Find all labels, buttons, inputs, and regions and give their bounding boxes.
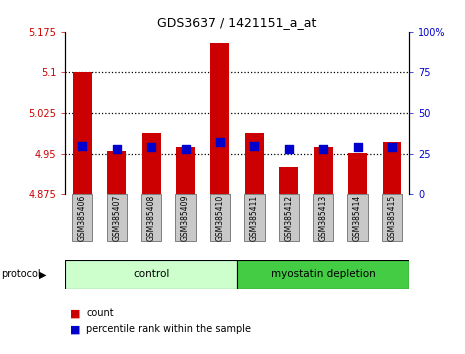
Point	[113, 146, 120, 152]
Point	[79, 143, 86, 148]
Bar	[72, 194, 93, 241]
Bar	[313, 194, 333, 241]
Text: GSM385408: GSM385408	[146, 194, 156, 241]
Text: GSM385413: GSM385413	[319, 194, 328, 241]
Bar	[107, 151, 126, 194]
Bar	[175, 194, 196, 241]
Bar	[383, 142, 401, 194]
Point	[319, 146, 327, 152]
Bar	[73, 73, 92, 194]
Text: GSM385412: GSM385412	[284, 194, 293, 241]
Bar	[245, 133, 264, 194]
Text: percentile rank within the sample: percentile rank within the sample	[86, 324, 251, 334]
Point	[147, 144, 155, 150]
Bar	[347, 194, 368, 241]
Bar	[210, 194, 230, 241]
Text: ■: ■	[70, 324, 80, 334]
Point	[285, 146, 292, 152]
Bar	[65, 260, 237, 289]
Bar	[211, 43, 229, 194]
Text: control: control	[133, 269, 169, 279]
Point	[182, 146, 189, 152]
Text: ▶: ▶	[39, 269, 46, 279]
Bar	[279, 167, 298, 194]
Point	[388, 144, 396, 150]
Bar	[279, 194, 299, 241]
Text: GSM385407: GSM385407	[112, 194, 121, 241]
Text: GSM385409: GSM385409	[181, 194, 190, 241]
Text: myostatin depletion: myostatin depletion	[271, 269, 376, 279]
Bar	[176, 147, 195, 194]
Bar	[382, 194, 402, 241]
Point	[216, 139, 224, 145]
Bar	[106, 194, 127, 241]
Text: count: count	[86, 308, 113, 318]
Text: GSM385406: GSM385406	[78, 194, 87, 241]
Bar	[244, 194, 265, 241]
Point	[251, 143, 258, 148]
Bar	[142, 133, 160, 194]
Text: ■: ■	[70, 308, 80, 318]
Bar	[348, 153, 367, 194]
Text: protocol: protocol	[1, 269, 40, 279]
Text: GSM385410: GSM385410	[215, 194, 225, 241]
Bar	[237, 260, 409, 289]
Text: GSM385411: GSM385411	[250, 194, 259, 241]
Text: GSM385415: GSM385415	[387, 194, 397, 241]
Text: GSM385414: GSM385414	[353, 194, 362, 241]
Bar	[141, 194, 161, 241]
Title: GDS3637 / 1421151_a_at: GDS3637 / 1421151_a_at	[158, 16, 317, 29]
Bar	[314, 147, 332, 194]
Point	[354, 144, 361, 150]
